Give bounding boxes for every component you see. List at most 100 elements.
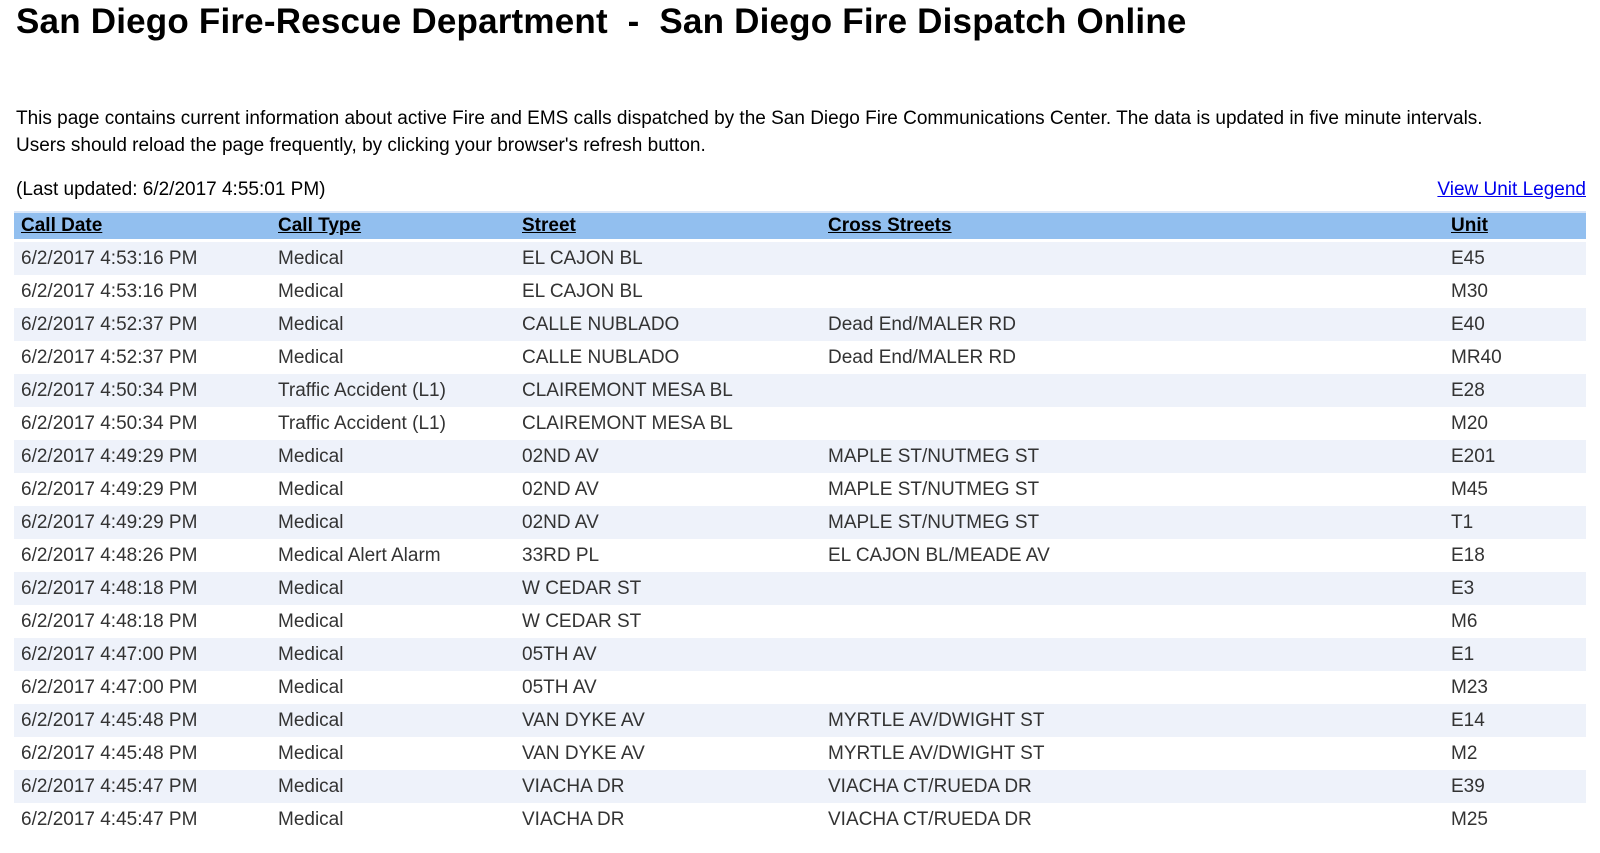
cell-call-type: Medical xyxy=(271,770,515,803)
cell-street: 33RD PL xyxy=(515,539,821,572)
cell-unit: T1 xyxy=(1444,506,1586,539)
cell-unit: M2 xyxy=(1444,737,1586,770)
cell-call-type: Medical xyxy=(271,473,515,506)
cell-call-date: 6/2/2017 4:48:26 PM xyxy=(14,539,271,572)
cell-call-date: 6/2/2017 4:53:16 PM xyxy=(14,275,271,308)
cell-call-date: 6/2/2017 4:50:34 PM xyxy=(14,374,271,407)
cell-call-type: Medical xyxy=(271,572,515,605)
table-row: 6/2/2017 4:49:29 PM Medical 02ND AV MAPLE S… xyxy=(14,440,1586,473)
cell-call-type: Medical xyxy=(271,506,515,539)
cell-call-date: 6/2/2017 4:52:37 PM xyxy=(14,308,271,341)
cell-call-type: Traffic Accident (L1) xyxy=(271,407,515,440)
cell-unit: M23 xyxy=(1444,671,1586,704)
table-row: 6/2/2017 4:53:16 PM Medical EL CAJON BL E45 xyxy=(14,242,1586,275)
cell-call-date: 6/2/2017 4:49:29 PM xyxy=(14,473,271,506)
cell-cross-streets: MYRTLE AV/DWIGHT ST xyxy=(821,737,1444,770)
column-header-call-date: Call Date xyxy=(14,211,271,242)
table-row: 6/2/2017 4:52:37 PM Medical CALLE NUBLADO D… xyxy=(14,308,1586,341)
page-description: This page contains current information a… xyxy=(16,108,1483,156)
table-row: 6/2/2017 4:49:29 PM Medical 02ND AV MAPLE S… xyxy=(14,473,1586,506)
cell-call-type: Medical xyxy=(271,341,515,374)
table-row: 6/2/2017 4:45:47 PM Medical VIACHA DR VIACH… xyxy=(14,803,1586,836)
cell-call-type: Medical xyxy=(271,737,515,770)
cell-unit: M6 xyxy=(1444,605,1586,638)
cell-street: VIACHA DR xyxy=(515,803,821,836)
cell-call-date: 6/2/2017 4:53:16 PM xyxy=(14,242,271,275)
cell-call-type: Medical xyxy=(271,275,515,308)
cell-unit: E201 xyxy=(1444,440,1586,473)
last-updated-text: (Last updated: 6/2/2017 4:55:01 PM) xyxy=(16,179,326,200)
table-row: 6/2/2017 4:48:26 PM Medical Alert Alarm 33… xyxy=(14,539,1586,572)
cell-street: EL CAJON BL xyxy=(515,275,821,308)
table-row: 6/2/2017 4:47:00 PM Medical 05TH AV E1 xyxy=(14,638,1586,671)
cell-call-type: Medical Alert Alarm xyxy=(271,539,515,572)
table-header-row: Call Date Call Type Street Cross Streets Uni… xyxy=(14,211,1586,242)
cell-call-date: 6/2/2017 4:49:29 PM xyxy=(14,440,271,473)
cell-cross-streets: MAPLE ST/NUTMEG ST xyxy=(821,440,1444,473)
table-row: 6/2/2017 4:47:00 PM Medical 05TH AV M23 xyxy=(14,671,1586,704)
table-row: 6/2/2017 4:49:29 PM Medical 02ND AV MAPLE S… xyxy=(14,506,1586,539)
cell-street: 02ND AV xyxy=(515,440,821,473)
cell-unit: E1 xyxy=(1444,638,1586,671)
cell-cross-streets: VIACHA CT/RUEDA DR xyxy=(821,770,1444,803)
cell-unit: E45 xyxy=(1444,242,1586,275)
cell-cross-streets xyxy=(821,275,1444,308)
cell-call-type: Traffic Accident (L1) xyxy=(271,374,515,407)
cell-unit: M30 xyxy=(1444,275,1586,308)
cell-call-date: 6/2/2017 4:45:48 PM xyxy=(14,737,271,770)
table-row: 6/2/2017 4:48:18 PM Medical W CEDAR ST M6 xyxy=(14,605,1586,638)
cell-unit: E28 xyxy=(1444,374,1586,407)
cell-unit: E18 xyxy=(1444,539,1586,572)
cell-call-type: Medical xyxy=(271,440,515,473)
cell-call-date: 6/2/2017 4:48:18 PM xyxy=(14,572,271,605)
cell-call-date: 6/2/2017 4:49:29 PM xyxy=(14,506,271,539)
table-row: 6/2/2017 4:53:16 PM Medical EL CAJON BL M30 xyxy=(14,275,1586,308)
cell-cross-streets xyxy=(821,671,1444,704)
cell-call-date: 6/2/2017 4:45:47 PM xyxy=(14,803,271,836)
view-unit-legend-link[interactable]: View Unit Legend xyxy=(1437,179,1586,200)
dispatch-table: Call Date Call Type Street Cross Streets Uni… xyxy=(14,211,1586,836)
cell-call-date: 6/2/2017 4:45:47 PM xyxy=(14,770,271,803)
cell-street: 05TH AV xyxy=(515,671,821,704)
cell-call-date: 6/2/2017 4:45:48 PM xyxy=(14,704,271,737)
cell-unit: M25 xyxy=(1444,803,1586,836)
cell-cross-streets xyxy=(821,638,1444,671)
table-row: 6/2/2017 4:45:48 PM Medical VAN DYKE AV MYR… xyxy=(14,704,1586,737)
cell-call-type: Medical xyxy=(271,242,515,275)
cell-street: CALLE NUBLADO xyxy=(515,341,821,374)
cell-call-type: Medical xyxy=(271,308,515,341)
cell-call-date: 6/2/2017 4:47:00 PM xyxy=(14,671,271,704)
cell-unit: M20 xyxy=(1444,407,1586,440)
page-title: San Diego Fire-Rescue Department - San D… xyxy=(16,2,1187,41)
cell-cross-streets: EL CAJON BL/MEADE AV xyxy=(821,539,1444,572)
cell-street: VAN DYKE AV xyxy=(515,737,821,770)
cell-cross-streets: MYRTLE AV/DWIGHT ST xyxy=(821,704,1444,737)
cell-unit: E40 xyxy=(1444,308,1586,341)
cell-call-type: Medical xyxy=(271,671,515,704)
cell-unit: MR40 xyxy=(1444,341,1586,374)
cell-cross-streets: Dead End/MALER RD xyxy=(821,308,1444,341)
table-row: 6/2/2017 4:52:37 PM Medical CALLE NUBLADO D… xyxy=(14,341,1586,374)
column-header-unit: Unit xyxy=(1444,211,1586,242)
status-row: (Last updated: 6/2/2017 4:55:01 PM) View… xyxy=(14,179,1586,201)
cell-call-date: 6/2/2017 4:47:00 PM xyxy=(14,638,271,671)
cell-cross-streets xyxy=(821,407,1444,440)
cell-cross-streets xyxy=(821,572,1444,605)
cell-cross-streets: Dead End/MALER RD xyxy=(821,341,1444,374)
cell-cross-streets xyxy=(821,374,1444,407)
cell-street: VIACHA DR xyxy=(515,770,821,803)
cell-unit: E39 xyxy=(1444,770,1586,803)
cell-cross-streets xyxy=(821,242,1444,275)
column-header-street: Street xyxy=(515,211,821,242)
cell-street: CALLE NUBLADO xyxy=(515,308,821,341)
cell-street: 05TH AV xyxy=(515,638,821,671)
cell-unit: E3 xyxy=(1444,572,1586,605)
cell-call-type: Medical xyxy=(271,605,515,638)
table-row: 6/2/2017 4:45:48 PM Medical VAN DYKE AV MYR… xyxy=(14,737,1586,770)
column-header-call-type: Call Type xyxy=(271,211,515,242)
table-row: 6/2/2017 4:45:47 PM Medical VIACHA DR VIACH… xyxy=(14,770,1586,803)
table-row: 6/2/2017 4:50:34 PM Traffic Accident (L1)… xyxy=(14,407,1586,440)
cell-street: W CEDAR ST xyxy=(515,572,821,605)
cell-cross-streets xyxy=(821,605,1444,638)
